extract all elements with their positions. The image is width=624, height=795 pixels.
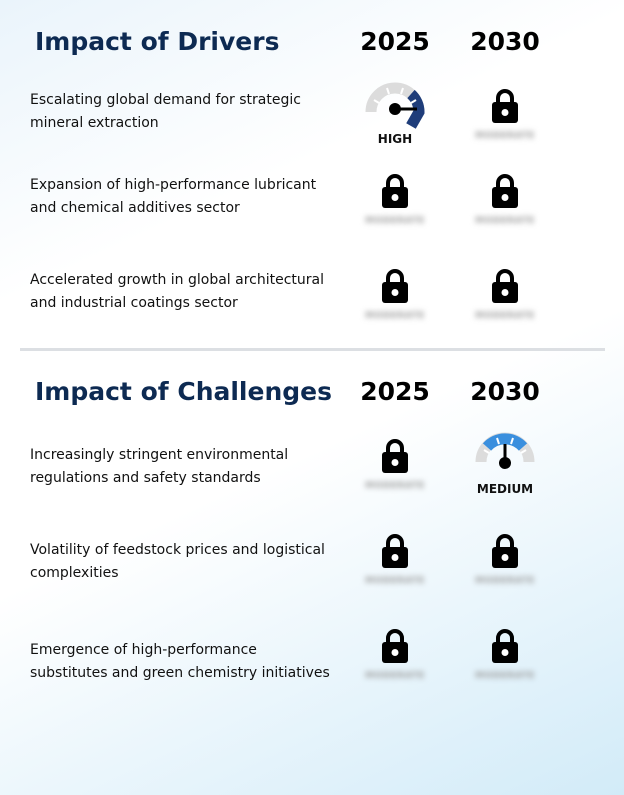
challenge-row-1-2030-cell: MEDIUM bbox=[450, 430, 560, 510]
challenge-row-1-text: Increasingly stringent environmental reg… bbox=[30, 447, 289, 486]
challenge-row-2-text: Volatility of feedstock prices and logis… bbox=[30, 542, 325, 581]
challenge-row-3-2025-cell: MODERATE bbox=[340, 627, 450, 707]
driver-row-2-2030-cell: MODERATE bbox=[450, 172, 560, 252]
high-gauge-icon bbox=[365, 82, 425, 129]
challenge-row-3-2030-cell: MODERATE bbox=[450, 627, 560, 707]
lock-icon bbox=[382, 439, 408, 473]
locked-value-label: MODERATE bbox=[475, 311, 535, 321]
driver-row-2-2025-cell: MODERATE bbox=[340, 172, 450, 252]
gauge-level-label: MEDIUM bbox=[476, 482, 534, 496]
challenge-row-2-2030-cell: MODERATE bbox=[450, 532, 560, 612]
driver-row-3-text: Accelerated growth in global architectur… bbox=[30, 272, 325, 311]
drivers-title: Impact of Drivers bbox=[35, 27, 280, 56]
driver-row-1-text: Escalating global demand for strategic m… bbox=[30, 92, 301, 131]
driver-row-3-2030-cell: MODERATE bbox=[450, 267, 560, 347]
challenge-row-3-text: Emergence of high-performance substitute… bbox=[30, 642, 330, 681]
lock-icon bbox=[492, 629, 518, 663]
lock-icon bbox=[492, 269, 518, 303]
drivers-year-2025: 2025 bbox=[360, 27, 430, 56]
lock-icon bbox=[382, 629, 408, 663]
medium-gauge-icon bbox=[475, 432, 535, 469]
locked-value-label: MODERATE bbox=[475, 671, 535, 681]
challenge-row-1-2025-cell: MODERATE bbox=[340, 437, 450, 517]
challenges-year-2030: 2030 bbox=[470, 377, 540, 406]
lock-icon bbox=[492, 534, 518, 568]
lock-icon bbox=[382, 534, 408, 568]
challenge-row-2-2025-cell: MODERATE bbox=[340, 532, 450, 612]
locked-value-label: MODERATE bbox=[475, 131, 535, 141]
gauge-level-label: HIGH bbox=[377, 132, 413, 146]
locked-value-label: MODERATE bbox=[365, 216, 425, 226]
locked-value-label: MODERATE bbox=[365, 481, 425, 491]
locked-value-label: MODERATE bbox=[365, 311, 425, 321]
driver-row-3-2025-cell: MODERATE bbox=[340, 267, 450, 347]
challenges-year-2025: 2025 bbox=[360, 377, 430, 406]
lock-icon bbox=[382, 269, 408, 303]
drivers-year-2030: 2030 bbox=[470, 27, 540, 56]
locked-value-label: MODERATE bbox=[475, 216, 535, 226]
lock-icon bbox=[382, 174, 408, 208]
lock-icon bbox=[492, 174, 518, 208]
locked-value-label: MODERATE bbox=[365, 576, 425, 586]
driver-row-2-text: Expansion of high-performance lubricant … bbox=[30, 177, 317, 216]
section-divider bbox=[20, 348, 605, 351]
lock-icon bbox=[492, 89, 518, 123]
driver-row-1-2025-cell: HIGH bbox=[340, 80, 450, 160]
driver-row-1-2030-cell: MODERATE bbox=[450, 87, 560, 167]
challenges-title: Impact of Challenges bbox=[35, 377, 332, 406]
locked-value-label: MODERATE bbox=[365, 671, 425, 681]
locked-value-label: MODERATE bbox=[475, 576, 535, 586]
